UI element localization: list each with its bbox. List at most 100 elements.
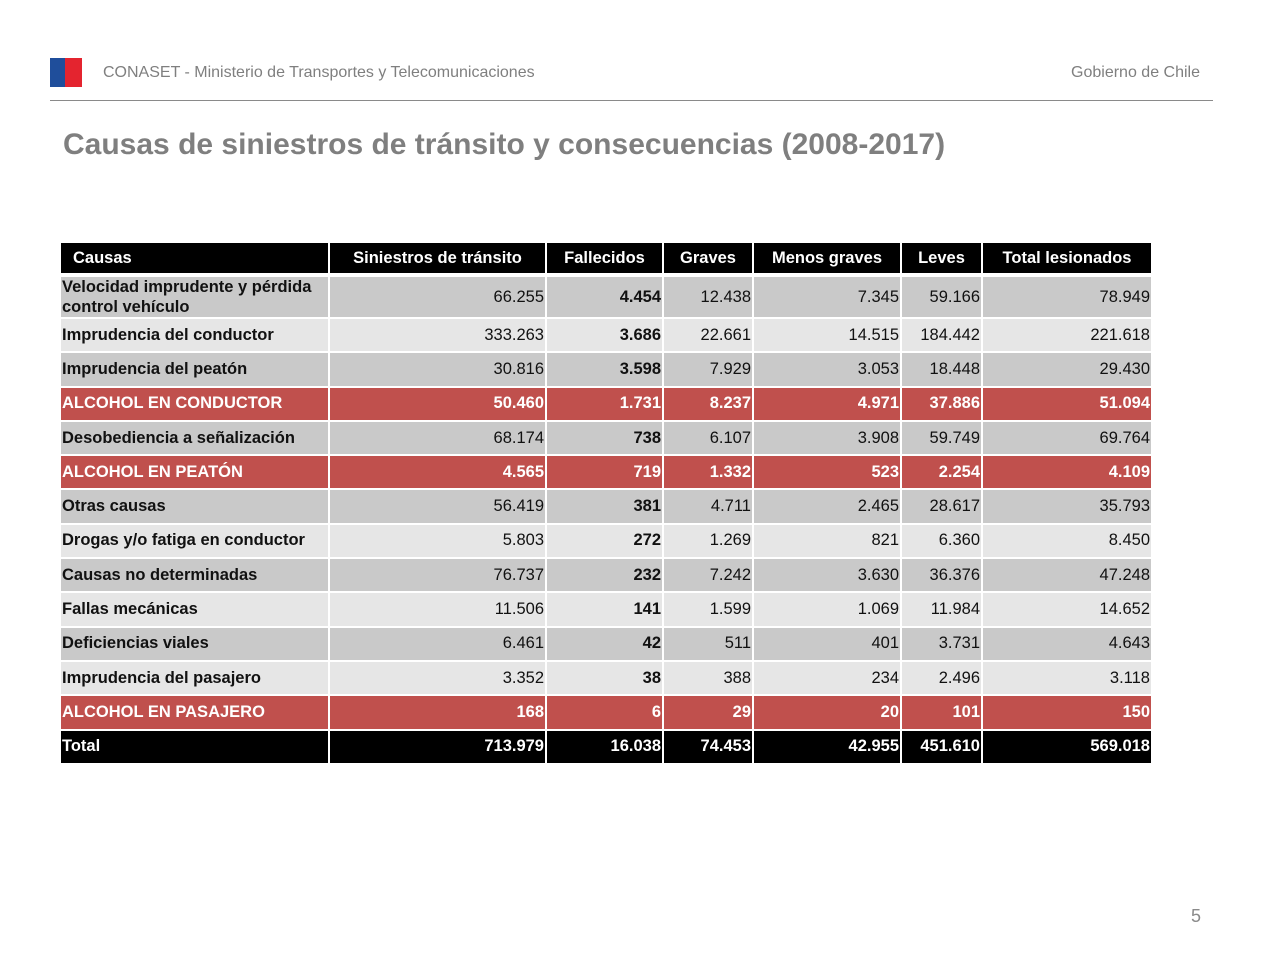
column-header: Fallecidos <box>547 243 662 277</box>
cause-label: Fallas mecánicas <box>61 593 328 628</box>
table-cell: 150 <box>983 696 1151 731</box>
table-cell: 16.038 <box>547 730 662 765</box>
table-cell: 28.617 <box>902 490 981 525</box>
slide-title: Causas de siniestros de tránsito y conse… <box>63 128 946 161</box>
table-cell: 3.731 <box>902 627 981 662</box>
table-row: Desobediencia a señalización 68.174 738 6.1… <box>61 421 1151 457</box>
table-cell: 5.803 <box>330 524 545 560</box>
column-header: Total lesionados <box>983 243 1151 277</box>
table-cell: 4.454 <box>547 277 662 319</box>
cause-label: ALCOHOL EN PASAJERO <box>61 696 328 731</box>
cause-label: Velocidad imprudente y pérdida control v… <box>61 277 328 319</box>
table-row: Imprudencia del pasajero 3.352 38 388 234 2.4… <box>61 661 1151 697</box>
table-row: ALCOHOL EN CONDUCTOR 50.460 1.731 8.237 4.97… <box>61 387 1151 422</box>
table-cell: 7.929 <box>664 353 752 388</box>
organization-name: CONASET - Ministerio de Transportes y Te… <box>103 64 535 81</box>
column-header: Siniestros de tránsito <box>330 243 545 277</box>
table-row: ALCOHOL EN PASAJERO 168 6 29 20 101 150 <box>61 696 1151 731</box>
header-divider <box>50 100 1213 101</box>
table-cell: 1.599 <box>664 593 752 628</box>
table-cell: 47.248 <box>983 559 1151 594</box>
cause-label: Drogas y/o fatiga en conductor <box>61 524 328 560</box>
table-cell: 523 <box>754 456 900 491</box>
column-header: Graves <box>664 243 752 277</box>
table-cell: 738 <box>547 421 662 457</box>
table-cell: 3.118 <box>983 661 1151 697</box>
table-row: Fallas mecánicas 11.506 141 1.599 1.069 11.98… <box>61 593 1151 628</box>
table-cell: 569.018 <box>983 730 1151 765</box>
table-cell: 6.360 <box>902 524 981 560</box>
table-cell: 12.438 <box>664 277 752 319</box>
table-cell: 42.955 <box>754 730 900 765</box>
causes-table: Causas Siniestros de tránsito Fallecidos Gr… <box>59 243 1153 765</box>
table-cell: 3.630 <box>754 559 900 594</box>
table-cell: 8.237 <box>664 387 752 422</box>
table-cell: 59.166 <box>902 277 981 319</box>
table-cell: 36.376 <box>902 559 981 594</box>
table-cell: 30.816 <box>330 353 545 388</box>
cause-label: Imprudencia del peatón <box>61 353 328 388</box>
table-cell: 719 <box>547 456 662 491</box>
table-cell: 401 <box>754 627 900 662</box>
cause-label: ALCOHOL EN PEATÓN <box>61 456 328 491</box>
table-cell: 14.652 <box>983 593 1151 628</box>
cause-label: Otras causas <box>61 490 328 525</box>
table-cell: 74.453 <box>664 730 752 765</box>
table-cell: 6 <box>547 696 662 731</box>
government-label: Gobierno de Chile <box>1071 64 1200 81</box>
table-cell: 168 <box>330 696 545 731</box>
column-header: Causas <box>61 243 328 277</box>
chile-flag-logo <box>50 58 82 87</box>
table-cell: 29.430 <box>983 353 1151 388</box>
table-cell: 76.737 <box>330 559 545 594</box>
table-row: Causas no determinadas 76.737 232 7.242 3.63… <box>61 559 1151 594</box>
table-cell: 381 <box>547 490 662 525</box>
table-cell: 1.069 <box>754 593 900 628</box>
cause-label: Deficiencias viales <box>61 627 328 662</box>
table-cell: 4.971 <box>754 387 900 422</box>
cause-label: Imprudencia del conductor <box>61 319 328 354</box>
table-row: Drogas y/o fatiga en conductor 5.803 272 1.… <box>61 524 1151 560</box>
cause-label: Causas no determinadas <box>61 559 328 594</box>
table-cell: 22.661 <box>664 319 752 354</box>
table-cell: 1.731 <box>547 387 662 422</box>
table-header-row: Causas Siniestros de tránsito Fallecidos Gr… <box>61 243 1151 277</box>
table-cell: 68.174 <box>330 421 545 457</box>
table-row: Imprudencia del conductor 333.263 3.686 22.… <box>61 319 1151 354</box>
table-cell: 821 <box>754 524 900 560</box>
table-row: Deficiencias viales 6.461 42 511 401 3.731 4.6… <box>61 627 1151 662</box>
table-cell: 50.460 <box>330 387 545 422</box>
column-header: Menos graves <box>754 243 900 277</box>
table-cell: 333.263 <box>330 319 545 354</box>
page-number: 5 <box>1191 906 1202 926</box>
table-cell: 59.749 <box>902 421 981 457</box>
table-cell: 2.254 <box>902 456 981 491</box>
table-cell: 388 <box>664 661 752 697</box>
table-cell: 141 <box>547 593 662 628</box>
table-cell: 11.506 <box>330 593 545 628</box>
table-cell: 37.886 <box>902 387 981 422</box>
table-cell: 184.442 <box>902 319 981 354</box>
table-row: Velocidad imprudente y pérdida control v… <box>61 277 1151 319</box>
table-cell: 14.515 <box>754 319 900 354</box>
table-cell: 69.764 <box>983 421 1151 457</box>
table-cell: 3.598 <box>547 353 662 388</box>
table-cell: 511 <box>664 627 752 662</box>
table-cell: 272 <box>547 524 662 560</box>
table-cell: 66.255 <box>330 277 545 319</box>
table-cell: 713.979 <box>330 730 545 765</box>
table-cell: 1.332 <box>664 456 752 491</box>
cause-label: ALCOHOL EN CONDUCTOR <box>61 387 328 422</box>
table-cell: 4.565 <box>330 456 545 491</box>
table-cell: 51.094 <box>983 387 1151 422</box>
table-row: ALCOHOL EN PEATÓN 4.565 719 1.332 523 2.254 4.… <box>61 456 1151 491</box>
table-cell: 6.107 <box>664 421 752 457</box>
table-cell: 18.448 <box>902 353 981 388</box>
table-cell: 8.450 <box>983 524 1151 560</box>
table-row: Imprudencia del peatón 30.816 3.598 7.929 3.… <box>61 353 1151 388</box>
table-cell: 3.352 <box>330 661 545 697</box>
table-cell: 4.109 <box>983 456 1151 491</box>
table-cell: 6.461 <box>330 627 545 662</box>
cause-label: Imprudencia del pasajero <box>61 661 328 697</box>
table-cell: 2.465 <box>754 490 900 525</box>
